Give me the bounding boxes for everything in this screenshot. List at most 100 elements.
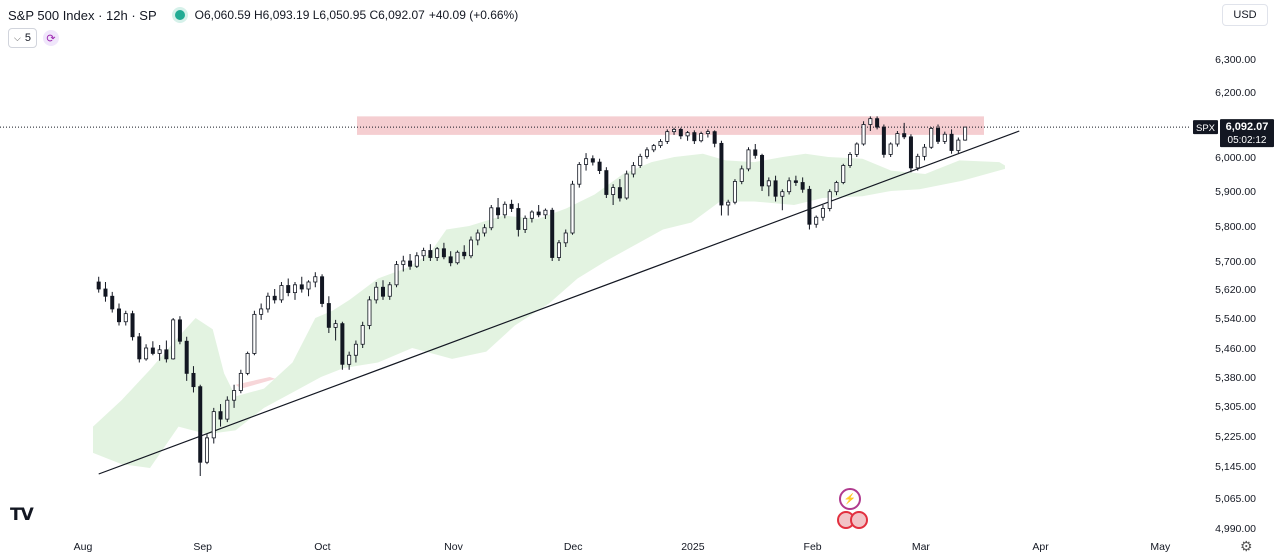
tradingview-logo[interactable]: TV bbox=[10, 505, 34, 525]
y-tick-label: 5,800.00 bbox=[1215, 221, 1256, 233]
refresh-icon[interactable]: ⟳ bbox=[42, 30, 59, 46]
candle-body bbox=[110, 295, 115, 310]
candle-body bbox=[604, 170, 609, 195]
candle-body bbox=[380, 286, 385, 297]
symbol-header: S&P 500 Index · 12h · SP O6,060.59 H6,09… bbox=[8, 6, 518, 24]
candle-body bbox=[509, 203, 514, 209]
candle-body bbox=[299, 284, 304, 290]
candle-body bbox=[732, 181, 737, 203]
candle-body bbox=[807, 188, 812, 225]
candle-body bbox=[726, 201, 731, 206]
x-tick-label: Dec bbox=[564, 541, 583, 553]
candle-body bbox=[367, 299, 372, 326]
candle-body bbox=[773, 180, 778, 197]
candle-body bbox=[672, 128, 677, 133]
candle-body bbox=[529, 211, 534, 219]
candle-body bbox=[523, 217, 528, 230]
candle-body bbox=[908, 136, 913, 169]
y-tick-label: 5,460.00 bbox=[1215, 343, 1256, 355]
candle-body bbox=[130, 313, 135, 338]
candle-body bbox=[272, 295, 277, 301]
candle-body bbox=[949, 133, 954, 151]
candle-body bbox=[834, 182, 839, 193]
candle-body bbox=[712, 131, 717, 144]
candle-body bbox=[117, 308, 122, 323]
candle-body bbox=[584, 158, 589, 165]
candle-body bbox=[550, 209, 555, 258]
candle-body bbox=[644, 149, 649, 157]
currency-selector[interactable]: USD bbox=[1222, 4, 1268, 26]
countdown-value: 05:02:12 bbox=[1228, 135, 1267, 146]
candle-body bbox=[692, 132, 697, 142]
candle-body bbox=[428, 250, 433, 258]
y-tick-label: 5,065.00 bbox=[1215, 493, 1256, 505]
candle-body bbox=[556, 242, 561, 258]
candle-body bbox=[333, 323, 338, 328]
candle-body bbox=[956, 139, 961, 151]
y-tick-label: 6,300.00 bbox=[1215, 54, 1256, 66]
x-tick-label: Apr bbox=[1032, 541, 1049, 553]
y-tick-label: 6,200.00 bbox=[1215, 87, 1256, 99]
candle-body bbox=[854, 143, 859, 155]
symbol-title[interactable]: S&P 500 Index · 12h · SP bbox=[8, 7, 157, 23]
candle-body bbox=[936, 127, 941, 142]
candle-body bbox=[184, 340, 189, 374]
candle-body bbox=[888, 143, 893, 155]
candle-body bbox=[902, 133, 907, 138]
candle-body bbox=[841, 165, 846, 183]
candle-body bbox=[218, 411, 223, 420]
candle-body bbox=[814, 216, 819, 225]
y-tick-label: 5,145.00 bbox=[1215, 461, 1256, 473]
candle-body bbox=[881, 126, 886, 155]
candle-body bbox=[516, 208, 521, 230]
indicator-row: ⌵ 5 ⟳ bbox=[8, 28, 59, 48]
candle-body bbox=[543, 209, 548, 216]
candle-body bbox=[421, 250, 426, 257]
ichimoku-cloud-red bbox=[235, 377, 276, 389]
price-tag bbox=[1220, 119, 1274, 148]
candle-body bbox=[394, 264, 399, 286]
candle-body bbox=[563, 232, 568, 244]
y-tick-label: 5,700.00 bbox=[1215, 256, 1256, 268]
lightning-event-icon[interactable]: ⚡ bbox=[839, 488, 861, 510]
candle-body bbox=[922, 146, 927, 157]
gear-icon[interactable]: ⚙ bbox=[1240, 538, 1253, 554]
candle-body bbox=[374, 286, 379, 301]
interval-selector[interactable]: ⌵ 5 bbox=[8, 28, 37, 48]
us-flag-event-icon-2[interactable] bbox=[850, 511, 868, 529]
candle-body bbox=[760, 154, 765, 187]
ichimoku-cloud bbox=[93, 153, 1005, 468]
candle-body bbox=[360, 325, 365, 345]
x-tick-label: Sep bbox=[193, 541, 212, 553]
candle-body bbox=[536, 211, 541, 216]
candle-body bbox=[286, 285, 291, 294]
candle-body bbox=[793, 180, 798, 183]
candle-body bbox=[577, 164, 582, 185]
y-tick-label: 5,620.00 bbox=[1215, 284, 1256, 296]
candle-body bbox=[103, 288, 108, 297]
candle-body bbox=[462, 251, 467, 257]
candle-body bbox=[861, 124, 866, 145]
y-tick-label: 6,000.00 bbox=[1215, 152, 1256, 164]
candle-body bbox=[164, 349, 169, 360]
candle-body bbox=[699, 133, 704, 142]
chevron-down-icon: ⌵ bbox=[14, 32, 21, 43]
candle-body bbox=[705, 131, 710, 134]
candle-body bbox=[387, 284, 392, 297]
x-tick-label: 2025 bbox=[681, 541, 705, 553]
candle-body bbox=[685, 132, 690, 137]
candle-body bbox=[245, 353, 250, 374]
y-tick-label: 4,990.00 bbox=[1215, 523, 1256, 535]
candle-body bbox=[631, 165, 636, 175]
candle-body bbox=[401, 260, 406, 265]
x-tick-label: Oct bbox=[314, 541, 330, 553]
candle-body bbox=[929, 127, 934, 148]
candle-body bbox=[123, 313, 128, 323]
candle-body bbox=[448, 256, 453, 264]
candle-body bbox=[353, 343, 358, 356]
candle-body bbox=[868, 118, 873, 125]
candle-body bbox=[144, 347, 149, 360]
candle-body bbox=[848, 153, 853, 166]
change-readout: +40.09 (+0.66%) bbox=[428, 8, 519, 22]
